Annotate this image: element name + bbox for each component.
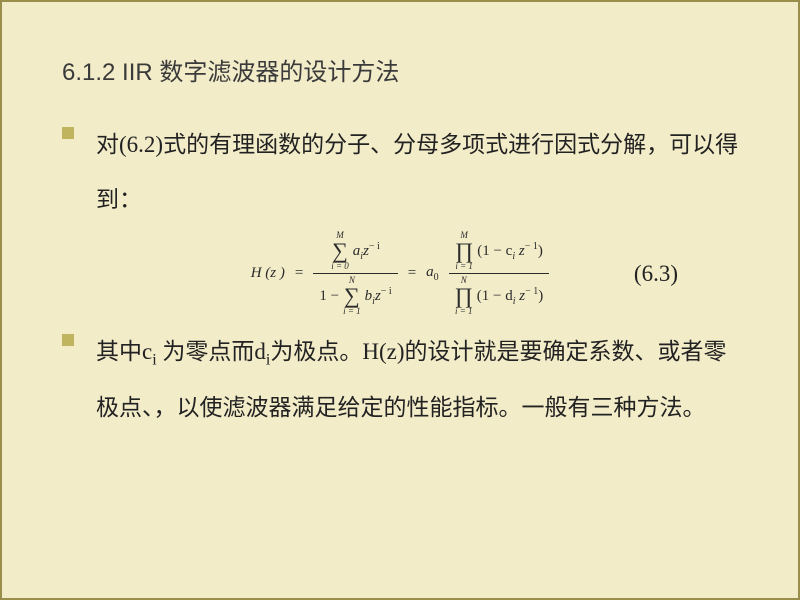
bullet-item: 其中ci 为零点而di为极点。H(z)的设计就是要确定系数、或者零极点、，以使滤… (62, 324, 748, 435)
var-z: z (515, 243, 525, 259)
bullet-item: 对(6.2)式的有理函数的分子、分母多项式进行因式分解，可以得到： (62, 117, 748, 227)
frac1-numerator: M ∑ i = 0 aiz− i (325, 231, 386, 271)
eq-lhs: H (z ) (251, 265, 285, 282)
paren-close: ) (538, 243, 543, 259)
exp-neg-i: − i (369, 241, 380, 252)
prod-lower-1: i = 1 (455, 307, 473, 316)
frac2-numerator: M ∏ i = 1 (1 − ci z− 1) (449, 231, 549, 271)
sum-lower-1: i = 1 (343, 307, 361, 316)
prod-lower-1: i = 1 (455, 262, 473, 271)
frac1-denominator: 1 − N ∑ i = 1 biz− i (313, 276, 397, 316)
equation-row: H (z ) = M ∑ i = 0 aiz− i 1 − (52, 231, 748, 316)
one-minus: 1 − (319, 288, 339, 305)
fraction-1: M ∑ i = 0 aiz− i 1 − N ∑ i = 1 (313, 231, 397, 316)
prod-operator: N ∏ i = 1 (455, 276, 473, 316)
exp-neg-1: − 1 (525, 241, 538, 252)
sigma-icon: ∑ (344, 285, 360, 307)
bullet-2-mid: 为零点而d (157, 339, 266, 364)
bullet-2-pre: 其中c (96, 339, 152, 364)
bullet-text: 对(6.2)式的有理函数的分子、分母多项式进行因式分解，可以得到： (96, 117, 748, 227)
frac2-den-term: (1 − di z− 1) (477, 286, 543, 307)
pi-icon: ∏ (455, 240, 473, 262)
bullet-text: 其中ci 为零点而di为极点。H(z)的设计就是要确定系数、或者零极点、，以使滤… (96, 324, 748, 435)
coef-a0-a: a (426, 264, 434, 280)
sum-lower: i = 0 (331, 262, 349, 271)
pi-icon: ∏ (455, 285, 473, 307)
fraction-2: M ∏ i = 1 (1 − ci z− 1) N ∏ i = 1 (449, 231, 550, 316)
frac1-num-term: aiz− i (353, 241, 380, 262)
frac1-den-term: biz− i (365, 286, 392, 307)
equals-sign-2: = (408, 265, 416, 282)
bullet-1-text: 对(6.2)式的有理函数的分子、分母多项式进行因式分解，可以得到： (96, 132, 738, 212)
coef-a0: a0 (426, 264, 439, 283)
equation: H (z ) = M ∑ i = 0 aiz− i 1 − (251, 231, 550, 316)
fraction-bar (313, 273, 397, 274)
paren-open: (1 − c (477, 243, 512, 259)
section-heading: 6.1.2 IIR 数字滤波器的设计方法 (62, 52, 748, 87)
slide-content: 6.1.2 IIR 数字滤波器的设计方法 对(6.2)式的有理函数的分子、分母多… (2, 2, 798, 476)
frac2-num-term: (1 − ci z− 1) (477, 241, 543, 262)
var-z: z (516, 288, 526, 304)
sum-operator: M ∑ i = 0 (331, 231, 349, 271)
exp-neg-i: − i (381, 286, 392, 297)
equation-number: (6.3) (634, 261, 678, 287)
coef-a0-sub: 0 (434, 272, 439, 283)
paren-close: ) (538, 288, 543, 304)
sum-operator: N ∑ i = 1 (343, 276, 361, 316)
paren-open: (1 − d (477, 288, 513, 304)
prod-operator: M ∏ i = 1 (455, 231, 473, 271)
bullet-icon (62, 127, 74, 139)
fraction-bar (449, 273, 550, 274)
equals-sign: = (295, 265, 303, 282)
bullet-icon (62, 334, 74, 346)
sigma-icon: ∑ (332, 240, 348, 262)
exp-neg-1: − 1 (525, 286, 538, 297)
frac2-denominator: N ∏ i = 1 (1 − di z− 1) (449, 276, 550, 316)
